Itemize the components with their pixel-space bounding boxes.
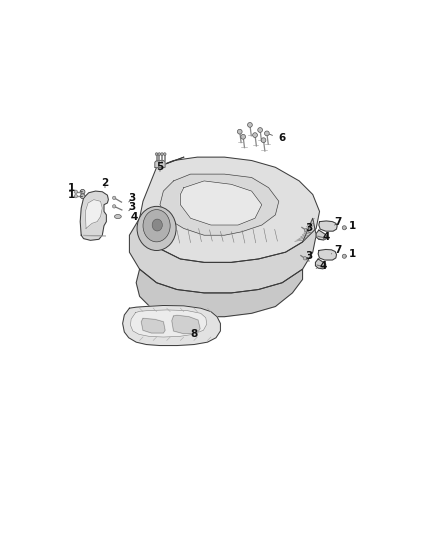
- Text: 4: 4: [131, 212, 138, 222]
- Text: 3: 3: [128, 203, 136, 212]
- Circle shape: [253, 133, 258, 138]
- Ellipse shape: [152, 219, 162, 231]
- Polygon shape: [180, 181, 262, 225]
- Circle shape: [237, 130, 242, 134]
- Polygon shape: [140, 157, 320, 262]
- Polygon shape: [316, 230, 326, 240]
- Circle shape: [304, 229, 307, 232]
- Polygon shape: [318, 249, 336, 260]
- Text: 1: 1: [67, 183, 83, 193]
- Polygon shape: [123, 305, 220, 345]
- Circle shape: [80, 189, 85, 194]
- Ellipse shape: [143, 209, 170, 242]
- Text: 3: 3: [306, 223, 313, 233]
- Ellipse shape: [137, 206, 176, 251]
- Text: 3: 3: [305, 251, 312, 261]
- Text: 6: 6: [269, 133, 285, 143]
- Polygon shape: [141, 318, 165, 333]
- Polygon shape: [319, 221, 337, 231]
- Circle shape: [303, 256, 307, 260]
- Ellipse shape: [114, 214, 121, 219]
- Text: 2: 2: [101, 177, 109, 188]
- Polygon shape: [155, 160, 165, 167]
- Circle shape: [155, 153, 158, 156]
- Polygon shape: [136, 269, 303, 317]
- Circle shape: [163, 153, 166, 156]
- Circle shape: [158, 153, 161, 156]
- Polygon shape: [172, 316, 200, 334]
- Text: 7: 7: [335, 217, 342, 227]
- Text: 3: 3: [128, 193, 136, 203]
- Text: 4: 4: [316, 261, 327, 271]
- Circle shape: [74, 190, 78, 193]
- Circle shape: [342, 225, 346, 230]
- Polygon shape: [130, 218, 316, 293]
- Text: 1: 1: [346, 249, 357, 259]
- Circle shape: [247, 123, 252, 127]
- Polygon shape: [131, 310, 207, 337]
- Circle shape: [342, 254, 346, 259]
- Circle shape: [161, 153, 163, 156]
- Circle shape: [322, 265, 325, 268]
- Text: 4: 4: [319, 232, 330, 242]
- Text: 5: 5: [156, 163, 164, 172]
- Polygon shape: [160, 174, 279, 235]
- Circle shape: [258, 127, 262, 132]
- Circle shape: [265, 131, 269, 136]
- Polygon shape: [80, 191, 108, 240]
- Circle shape: [80, 194, 85, 199]
- Circle shape: [323, 237, 326, 239]
- Circle shape: [113, 196, 116, 199]
- Circle shape: [113, 205, 116, 208]
- Polygon shape: [315, 259, 325, 269]
- Text: 8: 8: [190, 329, 198, 338]
- Text: 1: 1: [346, 221, 357, 231]
- Circle shape: [74, 195, 78, 198]
- Text: 1: 1: [67, 190, 83, 200]
- Polygon shape: [85, 199, 102, 229]
- Circle shape: [241, 134, 246, 139]
- Circle shape: [261, 138, 266, 142]
- Text: 7: 7: [332, 246, 342, 255]
